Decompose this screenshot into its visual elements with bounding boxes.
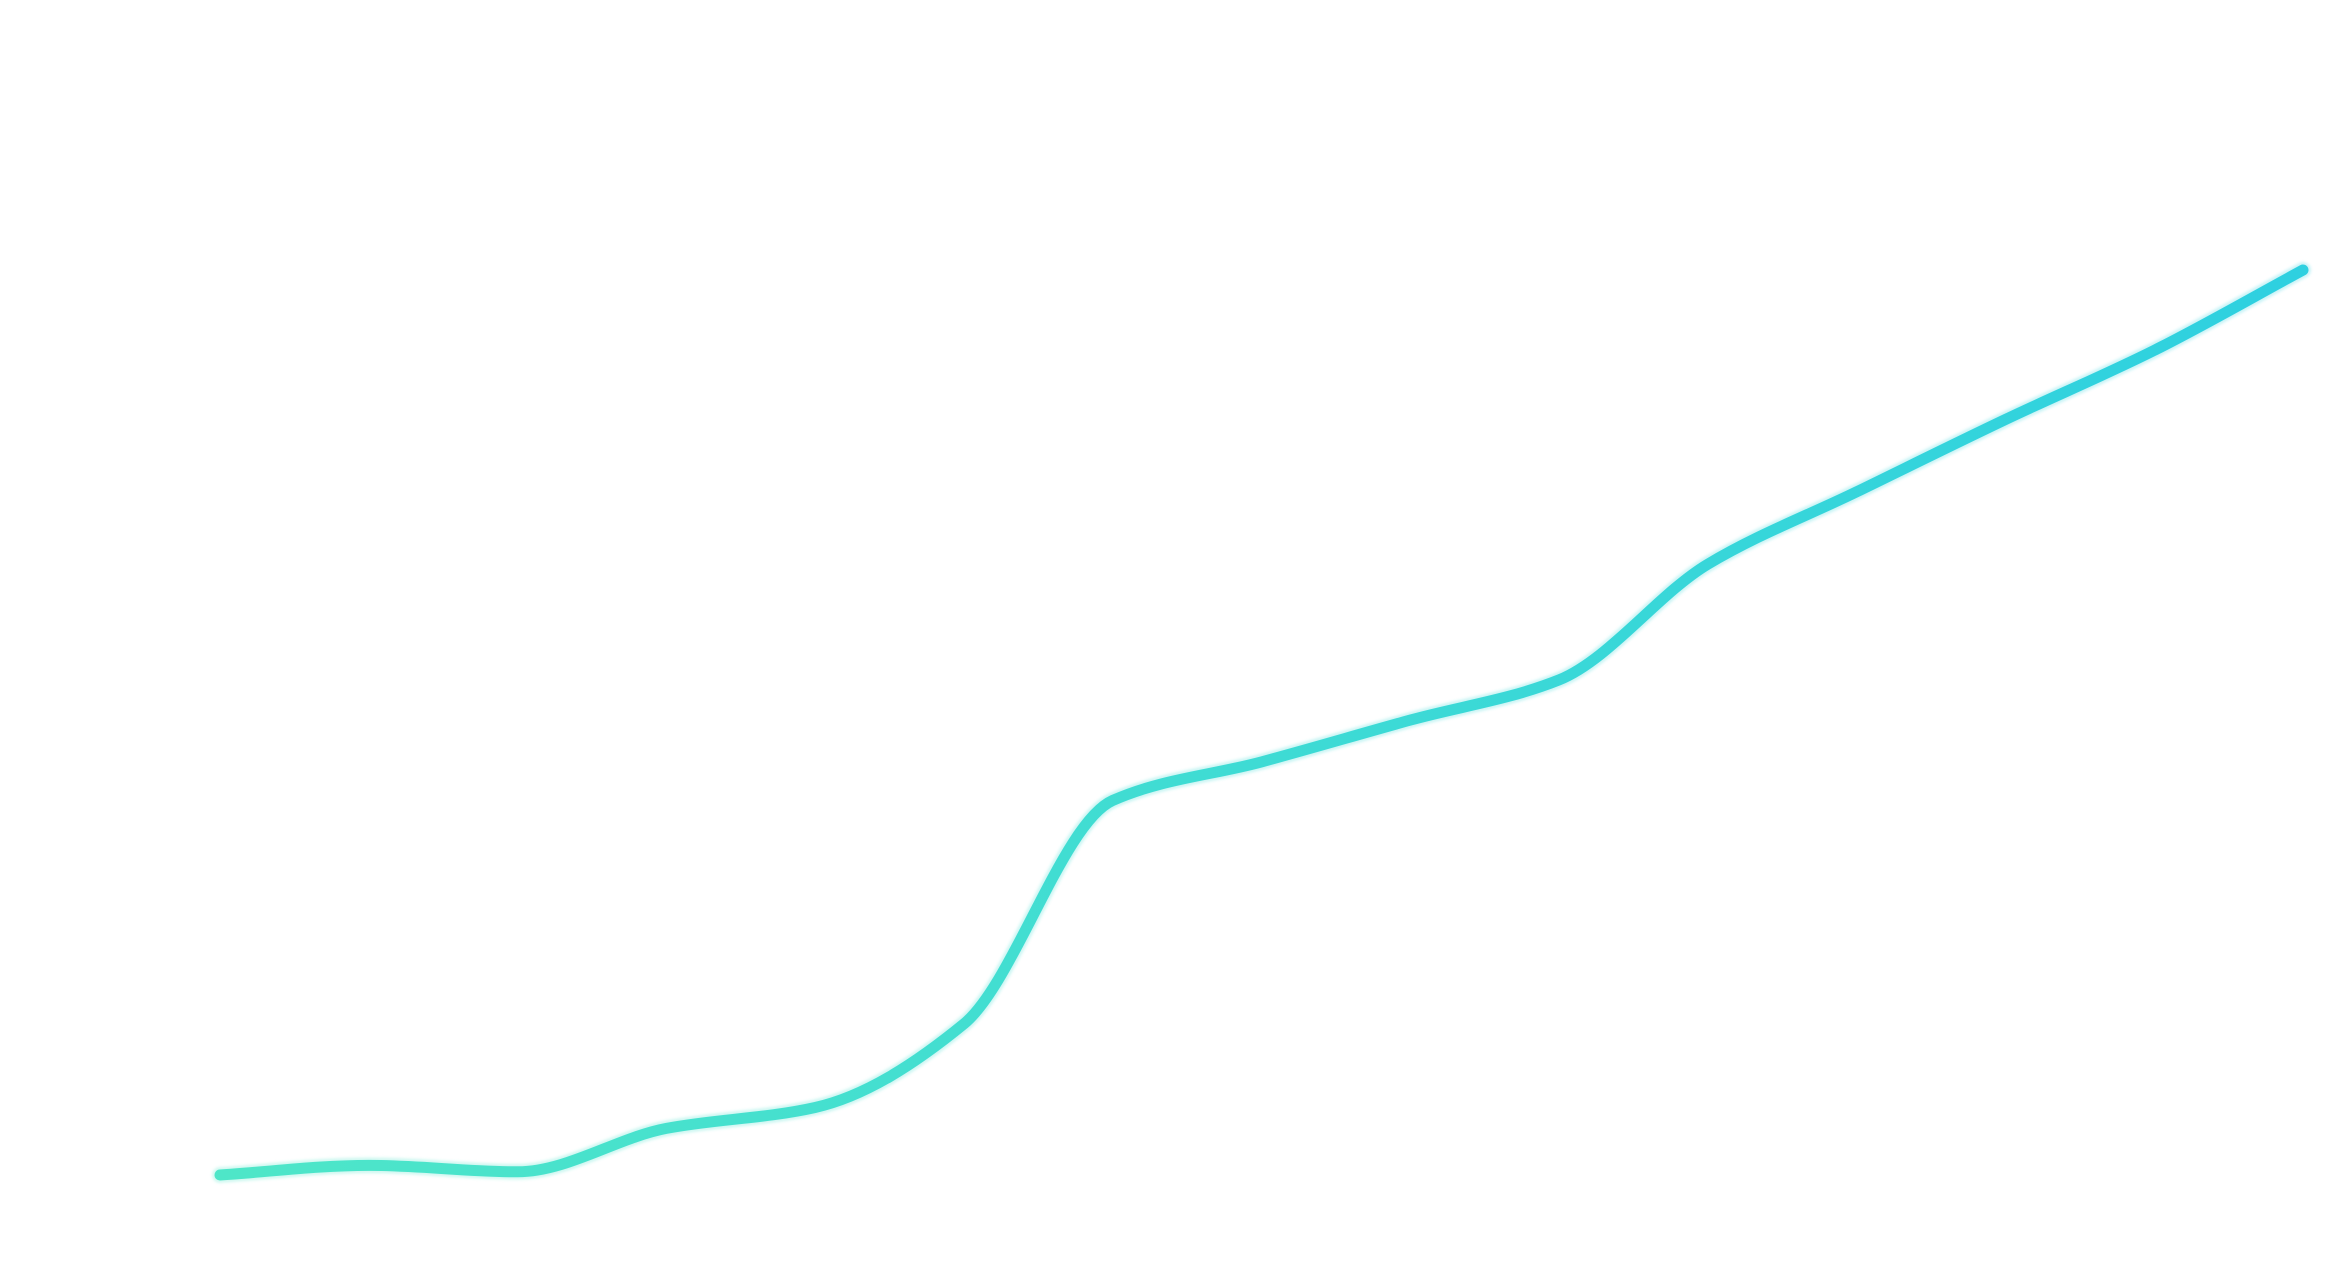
series-line bbox=[214, 264, 2309, 1181]
series-line-halo bbox=[212, 262, 2311, 1183]
data-point bbox=[2298, 265, 2308, 275]
plot-area bbox=[212, 262, 2311, 1183]
data-point bbox=[215, 1170, 225, 1180]
